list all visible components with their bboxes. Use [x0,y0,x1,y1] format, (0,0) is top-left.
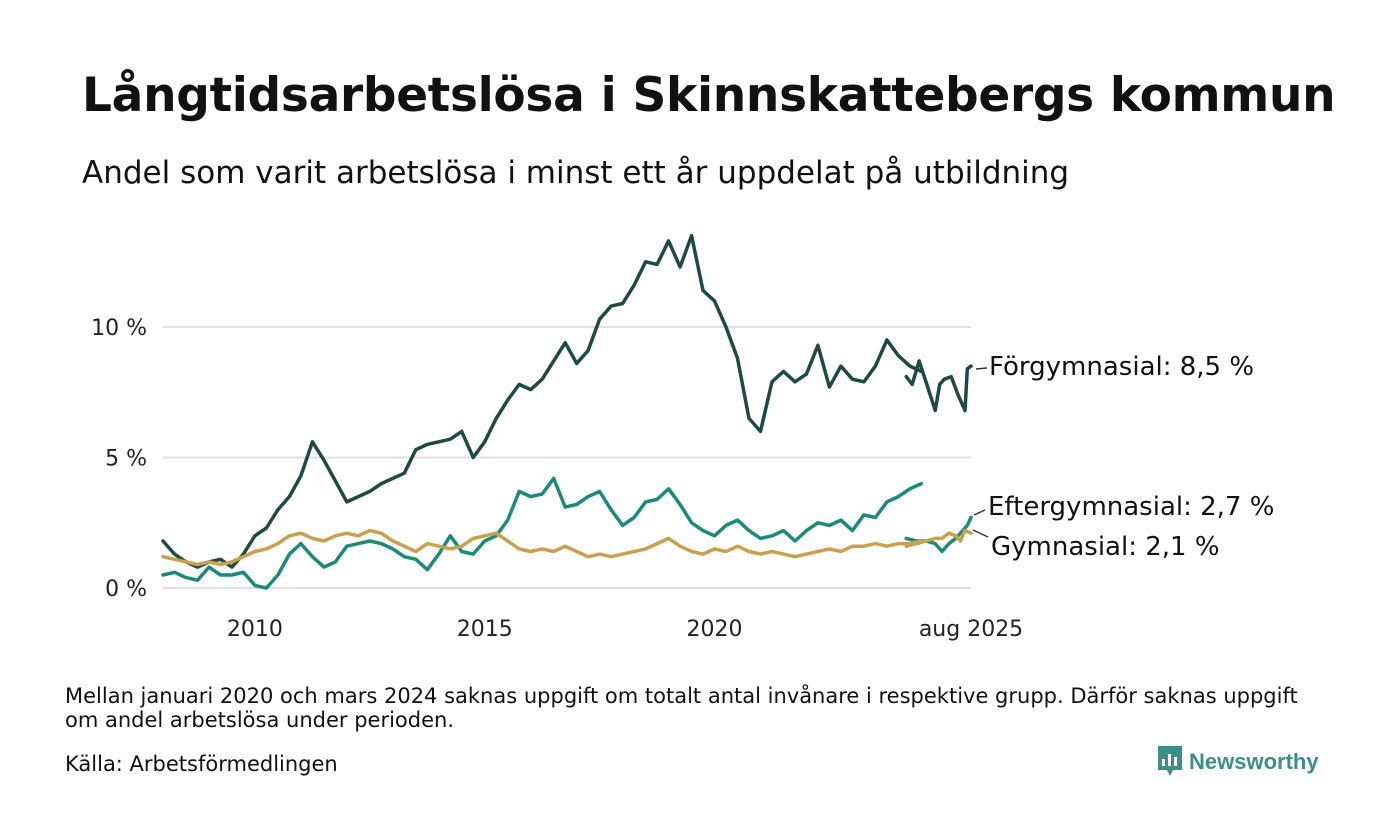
x-tick-label: 2015 [457,617,513,642]
series-end-label: Förgymnasial: 8,5 % [989,352,1254,382]
end-label-leader [975,367,988,370]
source-note: Källa: Arbetsförmedlingen [65,752,338,776]
end-label-leader [972,529,989,538]
gridlines [163,326,971,589]
chart-subtitle: Andel som varit arbetslösa i minst ett å… [82,155,1070,191]
series-line-1-segment-1 [904,515,973,554]
x-axis-labels: 2010 2015 2020 aug 2025 [227,617,1023,642]
series-line-1-segment-0 [161,476,924,590]
y-tick-label: 0 % [105,577,147,602]
y-tick-label: 5 % [105,447,147,472]
newsworthy-brand[interactable]: Newsworthy [1158,746,1319,778]
series-end-labels: Förgymnasial: 8,5 % Eftergymnasial: 2,7 %… [972,352,1274,562]
y-axis-labels: 0 % 5 % 10 % [91,316,147,602]
series-line-0-segment-1 [904,359,973,413]
series-lines [161,233,973,590]
chart-title: Långtidsarbetslösa i Skinnskattebergs ko… [82,68,1336,123]
series-line-2-segment-1 [904,528,973,548]
x-tick-label: 2020 [687,617,743,642]
end-label-leader [973,509,986,516]
series-end-label: Gymnasial: 2,1 % [991,532,1220,562]
brand-name: Newsworthy [1189,749,1319,774]
y-tick-label: 10 % [91,316,147,341]
newsworthy-logo-icon [1158,746,1182,776]
footnote: Mellan januari 2020 och mars 2024 saknas… [65,684,1298,732]
series-line-0-segment-0 [161,233,924,569]
series-line-2-segment-0 [161,528,924,567]
x-tick-label: 2010 [227,617,283,642]
series-end-label: Eftergymnasial: 2,7 % [988,492,1274,522]
x-tick-label: aug 2025 [919,617,1023,642]
line-chart: 0 % 5 % 10 % 2010 2015 2020 aug 2025 Förgymna… [91,233,1274,642]
